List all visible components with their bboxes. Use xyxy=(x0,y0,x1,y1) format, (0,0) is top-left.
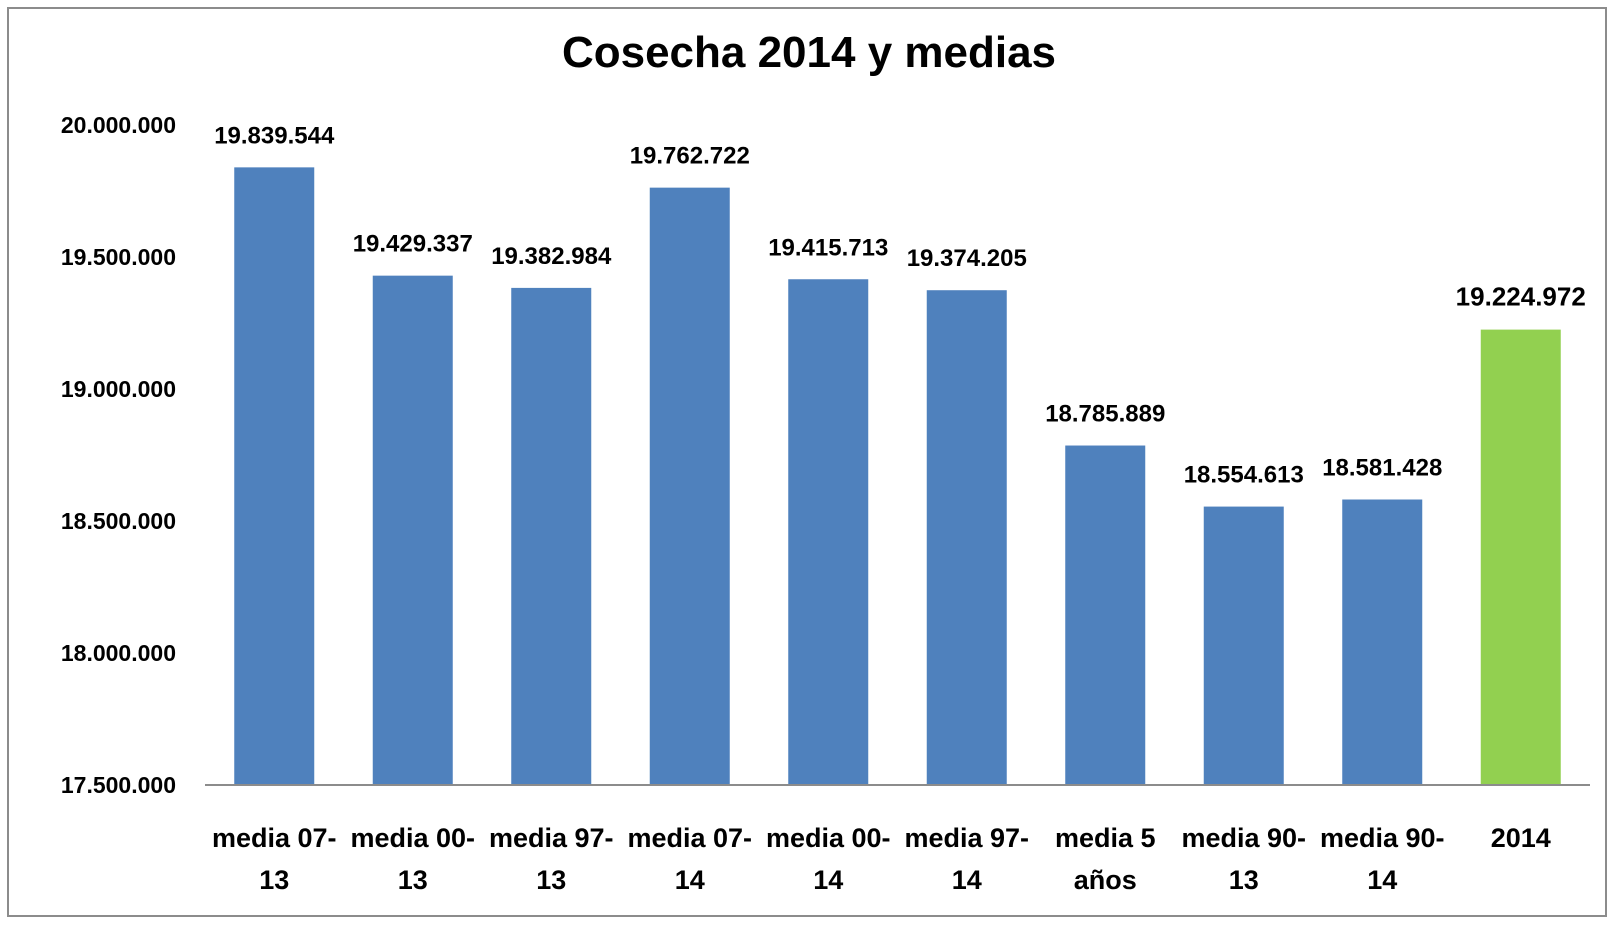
data-label: 18.581.428 xyxy=(1322,455,1442,482)
data-label: 18.785.889 xyxy=(1045,401,1165,428)
chart-title: Cosecha 2014 y medias xyxy=(561,28,1057,77)
y-tick-label: 18.500.000 xyxy=(61,508,176,534)
data-label: 19.762.722 xyxy=(630,143,750,170)
bar xyxy=(788,279,869,785)
bar-highlight xyxy=(1480,329,1561,785)
y-tick-label: 18.000.000 xyxy=(61,640,176,666)
x-category-label: media 90- xyxy=(1181,823,1306,853)
x-category-label: media 97- xyxy=(489,823,614,853)
bar xyxy=(372,275,453,785)
x-category-label: media 97- xyxy=(904,823,1029,853)
x-category-label: años xyxy=(1074,865,1137,895)
data-label: 19.374.205 xyxy=(907,245,1027,272)
y-tick-label: 19.500.000 xyxy=(61,244,176,270)
y-tick-label: 17.500.000 xyxy=(61,772,176,798)
x-category-label: 13 xyxy=(259,865,289,895)
x-category-label: 13 xyxy=(1229,865,1259,895)
y-tick-label: 20.000.000 xyxy=(61,112,176,138)
x-category-label: 14 xyxy=(952,865,982,895)
bar xyxy=(1342,499,1423,785)
bar xyxy=(1065,445,1146,785)
x-category-label: 2014 xyxy=(1491,823,1551,853)
x-category-label: media 00- xyxy=(350,823,475,853)
x-category-label: 14 xyxy=(675,865,705,895)
bar xyxy=(926,290,1007,785)
data-label: 19.415.713 xyxy=(768,234,888,261)
bar xyxy=(234,167,315,786)
data-label: 18.554.613 xyxy=(1184,462,1304,489)
x-category-label: media 07- xyxy=(212,823,337,853)
x-category-label: media 00- xyxy=(766,823,891,853)
bar xyxy=(1203,506,1284,785)
y-tick-label: 19.000.000 xyxy=(61,376,176,402)
x-category-label: 14 xyxy=(813,865,843,895)
bar xyxy=(511,287,592,785)
data-label: 19.839.544 xyxy=(214,122,335,149)
x-category-label: media 5 xyxy=(1055,823,1156,853)
x-category-label: 13 xyxy=(536,865,566,895)
x-category-label: media 90- xyxy=(1320,823,1445,853)
bar xyxy=(649,187,730,786)
x-category-label: 13 xyxy=(398,865,428,895)
data-label: 19.429.337 xyxy=(353,231,473,258)
data-label: 19.382.984 xyxy=(491,243,612,270)
x-category-label: 14 xyxy=(1367,865,1397,895)
data-label: 19.224.972 xyxy=(1456,282,1586,312)
x-category-label: media 07- xyxy=(627,823,752,853)
